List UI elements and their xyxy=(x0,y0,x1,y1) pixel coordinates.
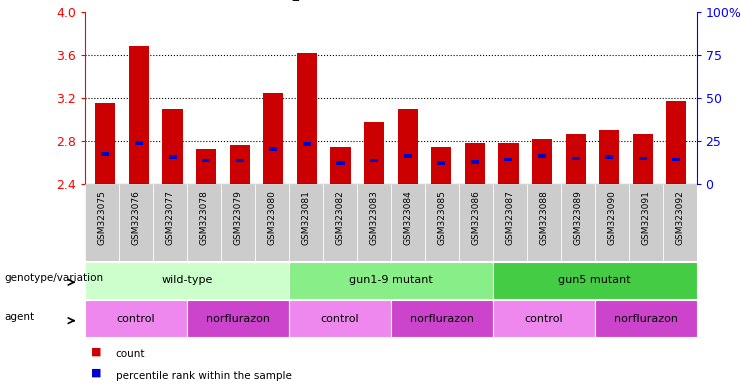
Text: percentile rank within the sample: percentile rank within the sample xyxy=(116,371,292,381)
Bar xyxy=(404,154,412,158)
Bar xyxy=(437,161,445,165)
Bar xyxy=(633,134,653,184)
Bar xyxy=(263,93,283,184)
Bar xyxy=(565,134,585,184)
Bar xyxy=(493,262,697,299)
Text: GSM323086: GSM323086 xyxy=(471,190,480,245)
Text: norflurazon: norflurazon xyxy=(410,314,473,324)
Bar xyxy=(187,184,221,261)
Text: GSM323087: GSM323087 xyxy=(505,190,514,245)
Bar xyxy=(639,157,647,160)
Bar xyxy=(605,156,614,159)
Bar xyxy=(85,300,187,337)
Bar xyxy=(255,184,289,261)
Bar xyxy=(269,147,277,151)
Bar xyxy=(129,46,149,184)
Text: gun1-9 mutant: gun1-9 mutant xyxy=(349,275,433,285)
Bar xyxy=(330,147,350,184)
Bar xyxy=(505,157,513,161)
Bar xyxy=(289,300,391,337)
Bar xyxy=(666,101,686,184)
Text: ■: ■ xyxy=(91,346,102,356)
Bar xyxy=(662,184,697,261)
Text: GSM323075: GSM323075 xyxy=(98,190,107,245)
Bar xyxy=(289,262,493,299)
Bar xyxy=(370,159,378,162)
Text: GSM323083: GSM323083 xyxy=(370,190,379,245)
Bar xyxy=(364,122,384,184)
Text: genotype/variation: genotype/variation xyxy=(4,273,104,283)
Bar xyxy=(196,149,216,184)
Bar xyxy=(323,184,357,261)
Bar xyxy=(85,184,119,261)
Text: GSM323077: GSM323077 xyxy=(166,190,175,245)
Text: GSM323080: GSM323080 xyxy=(268,190,276,245)
Text: GSM323076: GSM323076 xyxy=(132,190,141,245)
Bar xyxy=(289,184,323,261)
Text: count: count xyxy=(116,349,145,359)
Text: ■: ■ xyxy=(91,367,102,377)
Bar xyxy=(221,184,255,261)
Text: GSM323088: GSM323088 xyxy=(539,190,548,245)
Bar xyxy=(96,103,116,184)
Bar xyxy=(493,184,527,261)
Bar xyxy=(594,300,697,337)
Bar xyxy=(532,139,552,184)
Bar xyxy=(425,184,459,261)
Bar xyxy=(471,160,479,164)
Bar xyxy=(672,157,680,161)
Bar xyxy=(102,152,110,156)
Text: control: control xyxy=(117,314,156,324)
Text: GSM323079: GSM323079 xyxy=(233,190,242,245)
Bar xyxy=(594,184,628,261)
Bar xyxy=(391,300,493,337)
Text: GSM323078: GSM323078 xyxy=(199,190,208,245)
Bar xyxy=(561,184,594,261)
Bar xyxy=(493,300,594,337)
Bar xyxy=(153,184,187,261)
Bar xyxy=(571,157,579,160)
Text: agent: agent xyxy=(4,312,34,322)
Bar xyxy=(85,262,289,299)
Bar xyxy=(599,130,619,184)
Text: GSM323090: GSM323090 xyxy=(607,190,616,245)
Text: GSM323084: GSM323084 xyxy=(403,190,412,245)
Bar xyxy=(527,184,561,261)
Bar xyxy=(459,184,493,261)
Text: norflurazon: norflurazon xyxy=(206,314,270,324)
Text: GSM323089: GSM323089 xyxy=(574,190,582,245)
Bar xyxy=(499,143,519,184)
Bar xyxy=(202,159,210,162)
Bar xyxy=(236,159,244,162)
Bar xyxy=(135,141,143,145)
Text: GSM323092: GSM323092 xyxy=(675,190,684,245)
Bar xyxy=(230,146,250,184)
Bar xyxy=(162,109,182,184)
Bar xyxy=(336,161,345,165)
Bar xyxy=(187,300,289,337)
Bar xyxy=(119,184,153,261)
Text: GSM323081: GSM323081 xyxy=(302,190,310,245)
Bar xyxy=(431,147,451,184)
Bar xyxy=(465,143,485,184)
Text: gun5 mutant: gun5 mutant xyxy=(558,275,631,285)
Text: control: control xyxy=(321,314,359,324)
Text: GSM323091: GSM323091 xyxy=(641,190,650,245)
Bar xyxy=(303,142,311,146)
Text: norflurazon: norflurazon xyxy=(614,314,677,324)
Bar xyxy=(357,184,391,261)
Text: wild-type: wild-type xyxy=(162,275,213,285)
Bar xyxy=(538,154,546,158)
Bar xyxy=(391,184,425,261)
Bar xyxy=(168,156,176,159)
Bar xyxy=(628,184,662,261)
Text: GSM323082: GSM323082 xyxy=(336,190,345,245)
Bar xyxy=(398,109,418,184)
Bar xyxy=(297,53,317,184)
Text: control: control xyxy=(525,314,563,324)
Text: GSM323085: GSM323085 xyxy=(437,190,446,245)
